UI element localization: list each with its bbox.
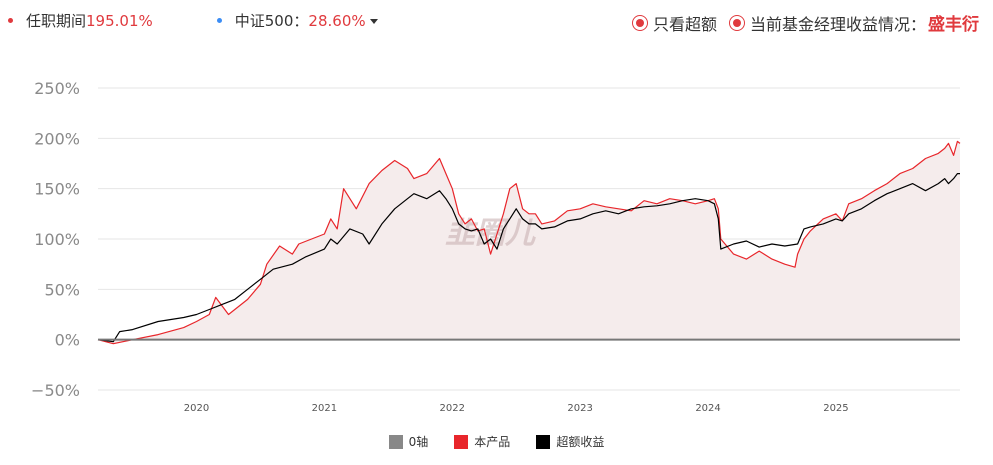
legend-swatch bbox=[536, 434, 551, 449]
product-area bbox=[98, 141, 960, 344]
manager-name[interactable]: 盛丰衍 bbox=[928, 15, 979, 35]
header-left: 任职期间 195.01% 中证500 ： 28.60% bbox=[8, 10, 378, 31]
y-axis-ticks: 250% 200% 150% 100% 50% 0% −50% bbox=[31, 79, 80, 400]
radio-icon[interactable] bbox=[631, 14, 648, 31]
legend-item-zero-axis[interactable]: 0轴 bbox=[388, 433, 429, 450]
benchmark-separator: ： bbox=[293, 12, 309, 30]
excess-only-label: 只看超额 bbox=[652, 14, 717, 34]
manager-option[interactable]: 当前基金经理收益情况： 盛丰衍 bbox=[728, 10, 979, 35]
radio-icon[interactable] bbox=[728, 14, 745, 31]
y-tick-label: 0% bbox=[55, 331, 80, 350]
x-axis-ticks: 2020 2021 2022 2023 2024 2025 bbox=[184, 403, 849, 414]
legend-swatch bbox=[454, 434, 469, 449]
x-tick-label: 2021 bbox=[312, 403, 337, 414]
legend-item-product[interactable]: 本产品 bbox=[454, 433, 510, 450]
legend-swatch bbox=[388, 434, 403, 449]
x-tick-label: 2024 bbox=[695, 403, 720, 414]
tenure-stat: 任职期间 195.01% bbox=[8, 10, 153, 31]
x-tick-label: 2025 bbox=[823, 403, 848, 414]
x-tick-label: 2022 bbox=[440, 403, 465, 414]
y-tick-label: 250% bbox=[34, 79, 80, 98]
chevron-down-icon[interactable] bbox=[369, 19, 378, 24]
manager-option-label: 当前基金经理收益情况： bbox=[749, 14, 926, 34]
series-lines bbox=[97, 140, 961, 345]
bottom-legend: 0轴 本产品 超额收益 bbox=[0, 433, 993, 450]
benchmark-dot-icon bbox=[216, 18, 222, 23]
excess-return-line bbox=[97, 173, 960, 343]
legend-item-excess[interactable]: 超额收益 bbox=[536, 433, 604, 450]
x-tick-label: 2023 bbox=[567, 403, 592, 414]
y-tick-label: 200% bbox=[34, 129, 80, 148]
legend-label: 0轴 bbox=[408, 435, 429, 449]
y-tick-label: 100% bbox=[34, 230, 80, 249]
legend-label: 本产品 bbox=[474, 435, 511, 449]
tenure-label: 任职期间 bbox=[26, 12, 87, 30]
legend-label: 超额收益 bbox=[556, 435, 605, 449]
benchmark-value: 28.60% bbox=[308, 11, 366, 30]
watermark: 韭圈儿 bbox=[445, 216, 536, 251]
product-line bbox=[97, 140, 961, 345]
y-tick-label: 150% bbox=[34, 180, 80, 199]
y-tick-label: −50% bbox=[31, 381, 80, 400]
y-tick-label: 50% bbox=[44, 280, 80, 299]
excess-only-option[interactable]: 只看超额 bbox=[631, 11, 717, 35]
x-tick-label: 2020 bbox=[184, 403, 209, 414]
tenure-value: 195.01% bbox=[86, 11, 153, 30]
tenure-dot-icon bbox=[8, 18, 13, 23]
benchmark-label: 中证500 bbox=[234, 12, 294, 30]
header-right: 只看超额 当前基金经理收益情况： 盛丰衍 bbox=[631, 10, 979, 35]
benchmark-stat[interactable]: 中证500 ： 28.60% bbox=[216, 10, 378, 31]
